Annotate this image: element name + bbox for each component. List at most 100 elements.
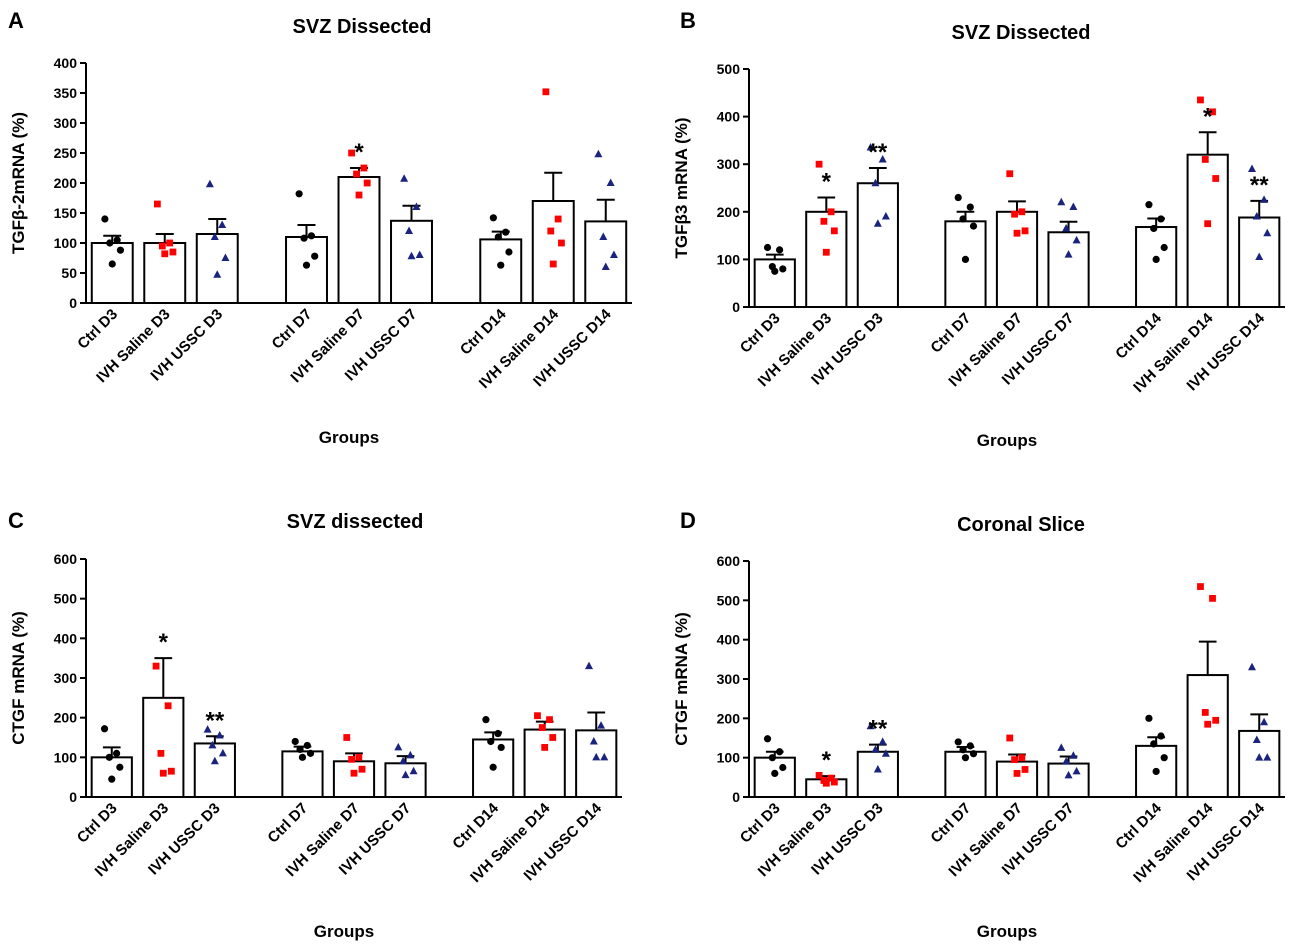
panel-letter: B bbox=[680, 8, 696, 33]
data-point bbox=[1006, 734, 1014, 742]
data-point bbox=[164, 702, 172, 710]
significance-mark: ** bbox=[206, 707, 225, 734]
bar bbox=[575, 729, 618, 798]
data-point bbox=[866, 143, 875, 151]
significance-mark: * bbox=[354, 139, 364, 166]
data-point bbox=[546, 716, 553, 724]
data-point bbox=[298, 753, 307, 761]
data-point bbox=[210, 756, 219, 765]
panel-letter: C bbox=[8, 508, 24, 533]
panel-c: C SVZ dissected CTGF mRNA (%) 0 100 200 300 400… bbox=[8, 508, 622, 941]
y-tick-label: 400 bbox=[54, 630, 78, 646]
data-point bbox=[1263, 228, 1272, 237]
data-point bbox=[771, 769, 779, 778]
data-point bbox=[489, 214, 497, 222]
data-point bbox=[213, 270, 222, 278]
data-point bbox=[101, 215, 109, 223]
data-point bbox=[1069, 202, 1078, 211]
data-point bbox=[538, 724, 546, 731]
data-point bbox=[169, 248, 177, 256]
data-point bbox=[487, 737, 495, 746]
data-point bbox=[482, 716, 490, 724]
y-tick-label: 200 bbox=[54, 175, 78, 191]
bar bbox=[479, 238, 523, 304]
data-point bbox=[407, 251, 416, 260]
y-axis-label: CTGF mRNA (%) bbox=[672, 612, 691, 745]
y-tick-label: 250 bbox=[54, 145, 78, 161]
data-point bbox=[775, 748, 784, 756]
data-point bbox=[554, 215, 562, 223]
data-point bbox=[412, 202, 421, 210]
bar bbox=[944, 220, 987, 309]
data-point bbox=[1064, 770, 1073, 779]
x-axis-label: Groups bbox=[977, 431, 1037, 450]
y-tick-label: 300 bbox=[717, 156, 741, 172]
data-point bbox=[1006, 170, 1014, 178]
bar bbox=[285, 236, 328, 304]
data-point bbox=[822, 248, 830, 256]
data-point bbox=[763, 735, 772, 743]
data-point bbox=[871, 178, 880, 187]
panel-b: B SVZ Dissected TGFβ3 mRNA (%) 0 100 200 300 40… bbox=[672, 8, 1285, 450]
data-point bbox=[1201, 156, 1209, 163]
data-point bbox=[1013, 229, 1021, 237]
data-point bbox=[1263, 753, 1272, 761]
bar bbox=[1047, 231, 1090, 309]
data-point bbox=[405, 226, 414, 234]
data-point bbox=[1255, 252, 1264, 261]
data-point bbox=[878, 154, 887, 163]
y-tick-label: 100 bbox=[54, 749, 78, 765]
data-point bbox=[966, 742, 974, 750]
data-point bbox=[1209, 108, 1216, 116]
data-point bbox=[1260, 717, 1269, 726]
data-point bbox=[1252, 212, 1261, 220]
data-point bbox=[497, 743, 505, 752]
data-point bbox=[1201, 709, 1209, 716]
data-point bbox=[1157, 732, 1165, 740]
significance-mark: ** bbox=[869, 716, 888, 743]
data-point bbox=[218, 748, 227, 757]
data-point bbox=[1197, 583, 1204, 590]
data-point bbox=[157, 749, 165, 757]
data-point bbox=[1157, 215, 1165, 223]
data-point bbox=[409, 766, 418, 775]
data-point bbox=[291, 737, 299, 746]
bar bbox=[90, 242, 134, 304]
data-point bbox=[1011, 210, 1018, 218]
data-point bbox=[1255, 753, 1264, 761]
category-label: Ctrl D7 bbox=[927, 310, 974, 357]
data-point bbox=[350, 769, 358, 777]
bar bbox=[193, 742, 236, 799]
data-point bbox=[827, 774, 835, 782]
y-axis-label: CTGF mRNA (%) bbox=[9, 611, 28, 744]
data-point bbox=[161, 250, 169, 258]
data-point bbox=[771, 267, 779, 275]
category-label: Ctrl D14 bbox=[449, 799, 502, 852]
y-tick-label: 0 bbox=[732, 299, 740, 315]
data-point bbox=[205, 179, 214, 188]
category-label: Ctrl D14 bbox=[1112, 799, 1165, 852]
data-point bbox=[1212, 175, 1220, 182]
data-point bbox=[549, 734, 557, 741]
data-point bbox=[167, 767, 175, 775]
data-point bbox=[959, 746, 967, 754]
data-point bbox=[105, 753, 113, 761]
data-point bbox=[494, 233, 502, 241]
data-point bbox=[210, 232, 219, 240]
y-tick-label: 200 bbox=[717, 204, 741, 220]
data-point bbox=[489, 763, 497, 771]
data-point bbox=[873, 764, 882, 773]
data-point bbox=[208, 740, 217, 749]
data-point bbox=[558, 239, 565, 247]
data-point bbox=[1057, 197, 1066, 206]
data-point bbox=[415, 250, 424, 258]
category-label: Ctrl D14 bbox=[1112, 309, 1165, 362]
data-point bbox=[113, 236, 121, 244]
category-label: Ctrl D7 bbox=[264, 800, 311, 847]
data-point bbox=[1145, 201, 1153, 209]
data-point bbox=[1072, 766, 1081, 775]
y-tick-label: 200 bbox=[54, 710, 78, 726]
data-point bbox=[1152, 255, 1160, 263]
data-point bbox=[1062, 223, 1071, 232]
bar bbox=[1135, 226, 1178, 308]
